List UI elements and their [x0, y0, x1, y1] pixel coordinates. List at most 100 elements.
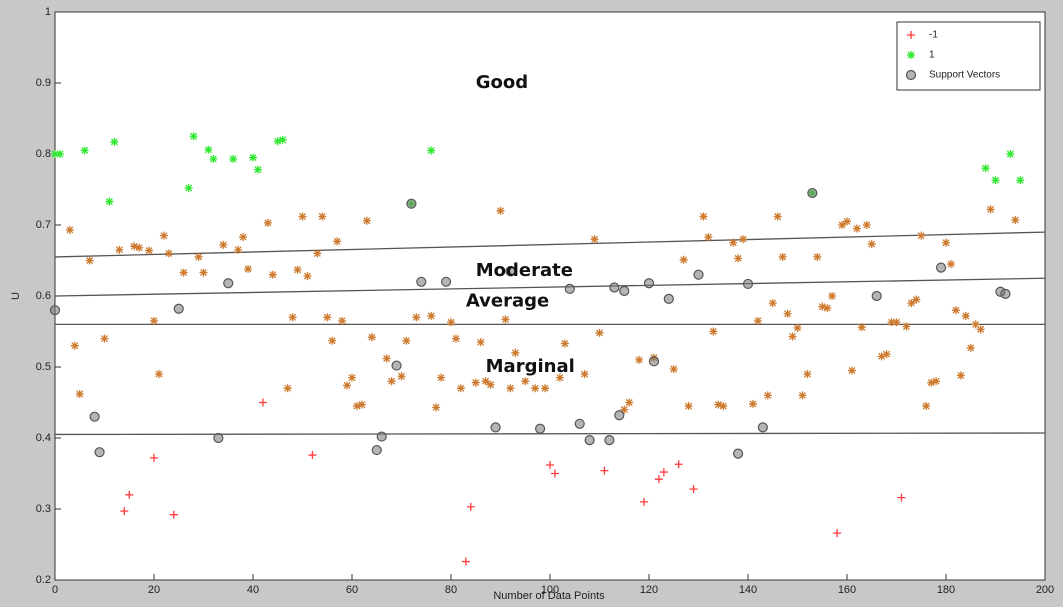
- star-point: [976, 325, 985, 334]
- star-point: [763, 391, 772, 400]
- star-point: [204, 145, 213, 154]
- region-label: Good: [476, 72, 528, 93]
- support-vector: [742, 278, 754, 290]
- support-vector: [406, 198, 417, 209]
- plus-point: [169, 510, 178, 519]
- star-point: [234, 245, 243, 254]
- star-point: [159, 231, 168, 240]
- y-tick-label: 0.8: [36, 148, 51, 160]
- star-point: [303, 272, 312, 281]
- star-point: [249, 153, 257, 162]
- star-point: [189, 132, 198, 141]
- star-point: [511, 348, 520, 357]
- star-point: [288, 313, 297, 322]
- y-tick-label: 0.2: [36, 574, 51, 586]
- plot-area: [54, 11, 1046, 581]
- legend: [896, 21, 1041, 91]
- star-point: [209, 154, 218, 163]
- x-tick-label: 180: [937, 584, 955, 596]
- star-point: [917, 231, 926, 240]
- star-point: [253, 165, 262, 174]
- star-point: [971, 320, 980, 329]
- star-point: [293, 265, 302, 274]
- star-point: [135, 243, 144, 252]
- support-vector: [490, 422, 501, 433]
- star-point: [115, 245, 124, 254]
- star-point: [362, 216, 371, 225]
- plus-point: [674, 460, 683, 469]
- y-tick-label: 0.6: [36, 290, 51, 302]
- star-point: [942, 238, 950, 247]
- support-vector: [534, 423, 546, 434]
- support-vector: [173, 303, 184, 314]
- star-point: [387, 377, 396, 386]
- support-vector: [619, 285, 630, 297]
- star-point: [684, 402, 693, 411]
- star-point: [981, 164, 990, 173]
- star-point: [709, 327, 718, 336]
- star-point: [164, 249, 173, 258]
- star-point: [753, 316, 762, 325]
- plus-point: [654, 475, 663, 484]
- star-point: [80, 146, 89, 155]
- y-tick-label: 0.5: [36, 361, 51, 373]
- x-tick-label: 100: [541, 584, 559, 596]
- support-vector: [663, 293, 674, 304]
- star-point: [907, 299, 916, 308]
- star-point: [838, 221, 847, 229]
- x-axis-label: Number of Data Points: [493, 590, 605, 602]
- star-point: [402, 336, 411, 345]
- legend-marker: [905, 69, 917, 81]
- star-point: [590, 235, 599, 244]
- support-vector: [648, 356, 660, 367]
- star-point: [932, 377, 941, 386]
- star-point: [244, 265, 253, 274]
- plus-point: [659, 468, 668, 477]
- star-point: [352, 402, 361, 411]
- support-vector: [871, 290, 882, 302]
- star-point: [263, 218, 272, 227]
- star-point: [427, 311, 436, 320]
- star-point: [338, 316, 347, 325]
- star-point: [704, 233, 713, 242]
- star-point: [595, 328, 604, 337]
- star-point: [199, 268, 208, 277]
- plus-point: [833, 529, 842, 538]
- plus-point: [546, 460, 554, 469]
- star-point: [531, 384, 540, 393]
- star-point: [278, 135, 287, 144]
- star-point: [560, 339, 569, 348]
- y-axis-label: U: [10, 292, 22, 300]
- star-point: [397, 372, 406, 381]
- x-tick-label: 0: [52, 584, 58, 596]
- region-label: Marginal: [486, 356, 575, 377]
- support-vector: [505, 266, 516, 277]
- star-point: [145, 246, 154, 255]
- plus-point: [120, 507, 129, 516]
- x-tick-label: 80: [445, 584, 457, 596]
- legend-marker: [907, 31, 915, 39]
- star-point: [946, 260, 955, 269]
- y-tick-label: 0.7: [36, 219, 51, 231]
- support-vector: [732, 448, 744, 459]
- support-vector: [614, 410, 625, 421]
- star-point: [184, 184, 193, 193]
- star-point: [130, 242, 139, 251]
- star-point: [437, 373, 446, 382]
- support-vector: [89, 411, 100, 422]
- star-point: [719, 402, 728, 411]
- star-point: [1011, 216, 1020, 225]
- star-point: [813, 252, 822, 261]
- star-point: [818, 302, 827, 311]
- support-vector: [757, 422, 768, 433]
- legend-marker: [907, 51, 915, 59]
- x-tick-label: 40: [247, 584, 259, 596]
- star-point: [748, 399, 757, 408]
- support-vector: [604, 435, 615, 446]
- star-point: [100, 334, 109, 343]
- star-point: [412, 313, 421, 322]
- star-point: [427, 146, 436, 155]
- support-vector: [693, 269, 704, 280]
- plus-point: [125, 490, 134, 499]
- star-point: [194, 252, 203, 261]
